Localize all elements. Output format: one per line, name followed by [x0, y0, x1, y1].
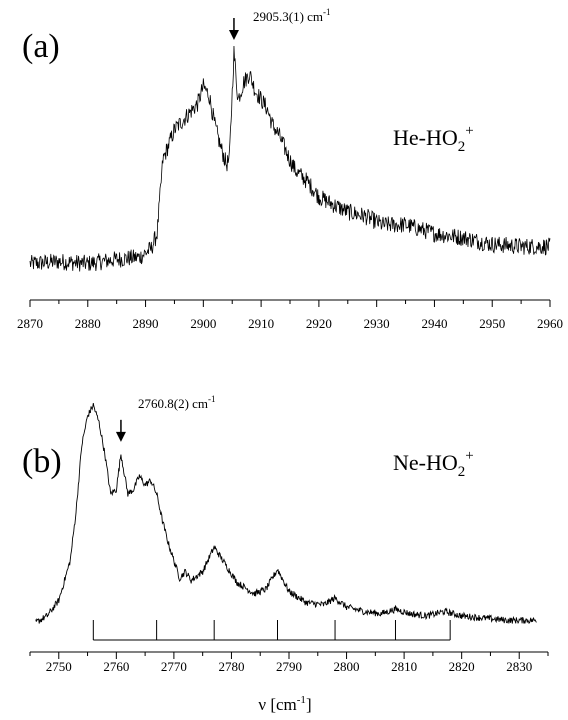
- x-tick-label: 2870: [17, 316, 43, 331]
- x-tick-label: 2790: [276, 659, 302, 674]
- x-tick-label: 2940: [421, 316, 447, 331]
- peak-arrow-b: [115, 419, 126, 442]
- x-axis-ticks-b: 2750 2760 2770 2780 2790 2800 2810 2820 2830: [29, 652, 549, 674]
- peak-annotation-b: 2760.8(2) cm-1: [138, 394, 216, 411]
- x-tick-label: 2800: [334, 659, 360, 674]
- peak-arrow-a: [228, 18, 239, 40]
- x-tick-label: 2930: [364, 316, 390, 331]
- x-axis-label: ν [cm-1]: [258, 694, 311, 714]
- x-tick-label: 2760: [103, 659, 129, 674]
- x-tick-label: 2750: [46, 659, 72, 674]
- x-tick-label: 2950: [479, 316, 505, 331]
- species-label-ne-ho2: Ne-HO2+: [393, 448, 474, 480]
- x-tick-label: 2830: [506, 659, 532, 674]
- peak-annotation-a: 2905.3(1) cm-1: [253, 7, 331, 24]
- x-tick-label: 2960: [537, 316, 563, 331]
- panel-b-ne-ho2: (b) Ne-HO2+ 2760.8(2) cm-1 2750 2760 2770 2…: [22, 394, 549, 714]
- x-tick-label: 2810: [391, 659, 417, 674]
- x-axis-ticks-a: 2870 2880 2890 2900 2910 2920 2930 2940 2950 2960: [17, 300, 563, 331]
- x-tick-label: 2770: [161, 659, 187, 674]
- panel-label-b: (b): [22, 443, 62, 480]
- panel-a-he-ho2: (a) He-HO2+ 2905.3(1) cm-1 2870 2880 2890 2…: [17, 7, 563, 331]
- arrow-head: [115, 431, 126, 442]
- spectrum-trace-b: [35, 403, 537, 625]
- progression-comb: [92, 620, 451, 641]
- spectrum-trace-a: [29, 46, 551, 272]
- x-tick-label: 2920: [306, 316, 332, 331]
- x-tick-label: 2880: [75, 316, 101, 331]
- x-tick-label: 2820: [449, 659, 475, 674]
- arrow-head: [228, 30, 239, 40]
- x-tick-label: 2780: [218, 659, 244, 674]
- panel-label-a: (a): [22, 28, 60, 65]
- species-label-he-ho2: He-HO2+: [393, 123, 474, 155]
- x-tick-label: 2910: [248, 316, 274, 331]
- x-tick-label: 2890: [133, 316, 159, 331]
- x-tick-label: 2900: [190, 316, 216, 331]
